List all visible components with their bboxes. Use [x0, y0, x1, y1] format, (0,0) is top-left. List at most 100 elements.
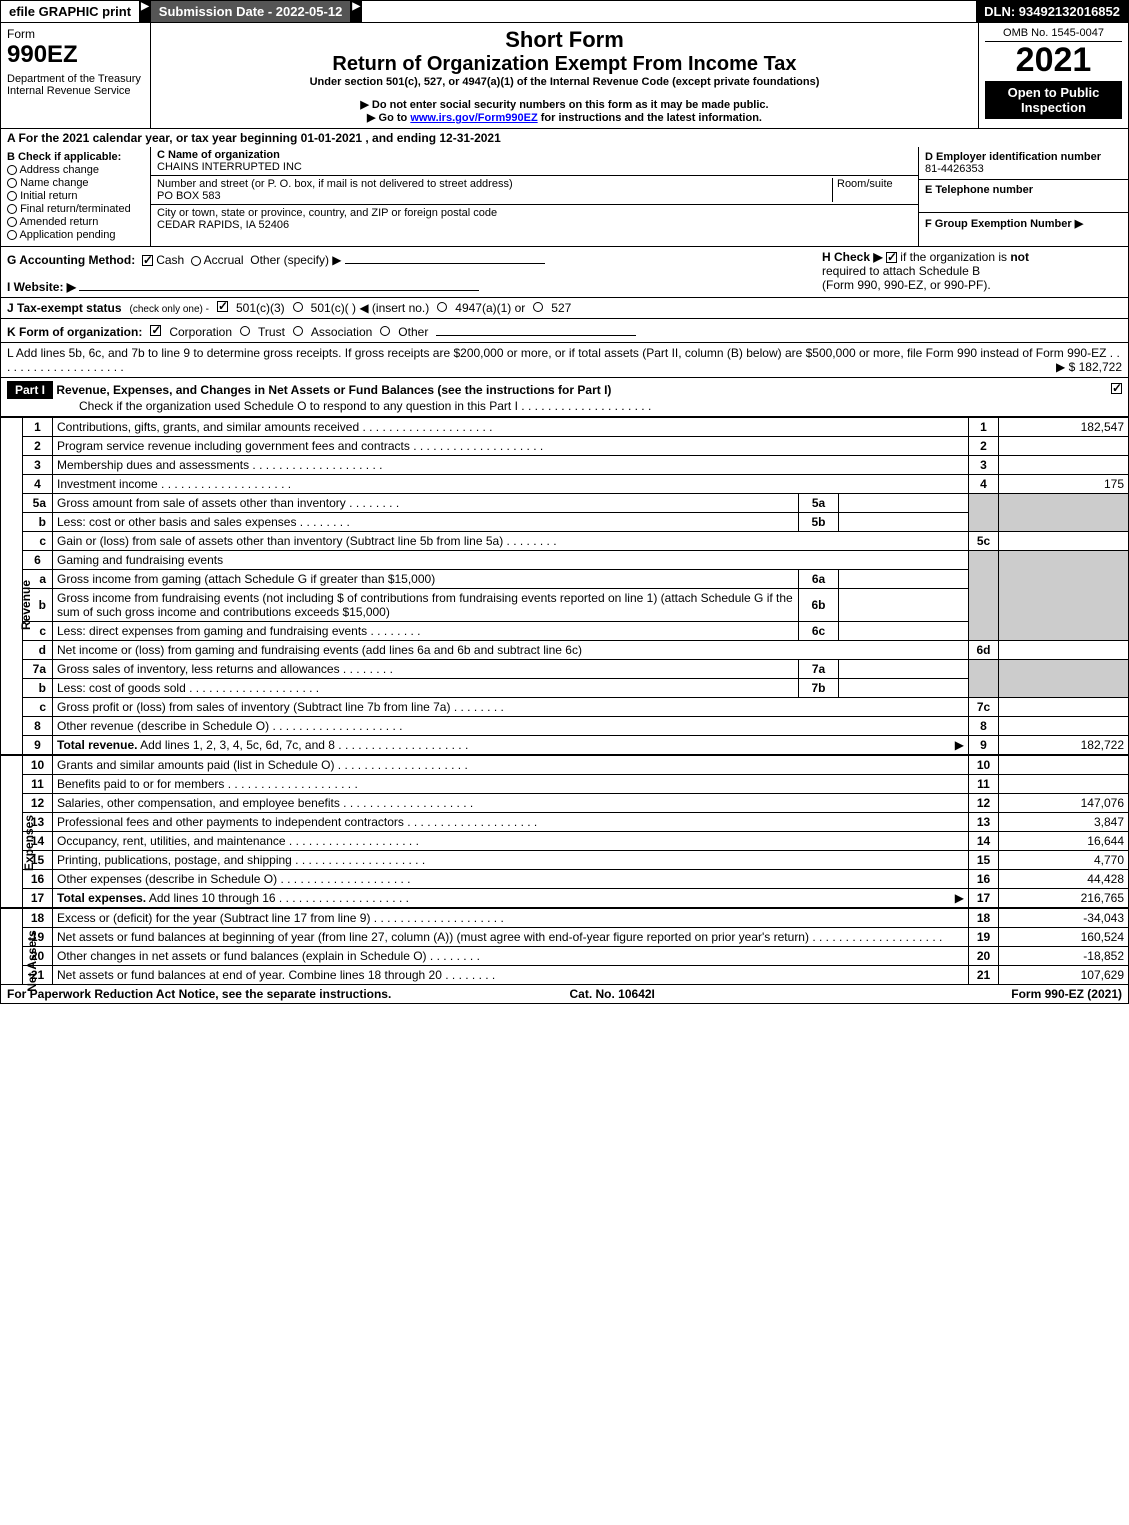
- revenue-table: 1Contributions, gifts, grants, and simil…: [22, 417, 1129, 755]
- row-l: L Add lines 5b, 6c, and 7b to line 9 to …: [0, 343, 1129, 378]
- line-15-amt: 4,770: [999, 851, 1129, 870]
- other-specify-input[interactable]: [345, 250, 545, 264]
- return-title: Return of Organization Exempt From Incom…: [157, 53, 972, 76]
- form-number: 990EZ: [7, 41, 144, 69]
- checkbox-name-change[interactable]: Name change: [7, 177, 144, 189]
- netassets-vlabel: Net Assets: [25, 930, 39, 992]
- donot-text: ▶ Do not enter social security numbers o…: [157, 98, 972, 111]
- row-g-h: G Accounting Method: Cash Accrual Other …: [0, 247, 1129, 298]
- form-label: Form: [7, 27, 144, 41]
- open-inspection-badge: Open to Public Inspection: [985, 81, 1122, 119]
- irs-link[interactable]: www.irs.gov/Form990EZ: [410, 112, 537, 124]
- line-4-amt: 175: [999, 475, 1129, 494]
- section-c: C Name of organization CHAINS INTERRUPTE…: [151, 147, 918, 246]
- street-label: Number and street (or P. O. box, if mail…: [157, 178, 513, 190]
- check-501c3[interactable]: [217, 301, 228, 312]
- checkbox-final-return[interactable]: Final return/terminated: [7, 203, 144, 215]
- efile-print-button[interactable]: efile GRAPHIC print: [1, 1, 139, 22]
- e-label: E Telephone number: [925, 184, 1122, 196]
- netassets-table: 18Excess or (deficit) for the year (Subt…: [22, 908, 1129, 985]
- other-org-input[interactable]: [436, 322, 636, 336]
- h-label: H Check ▶: [822, 250, 883, 264]
- arrow-icon: ▶: [139, 1, 151, 22]
- line-12-amt: 147,076: [999, 794, 1129, 813]
- section-b-label: B Check if applicable:: [7, 151, 144, 163]
- submission-date-button[interactable]: Submission Date - 2022-05-12: [151, 1, 351, 22]
- expenses-section: Expenses 10Grants and similar amounts pa…: [0, 755, 1129, 908]
- dln-label: DLN: 93492132016852: [976, 1, 1128, 22]
- org-name: CHAINS INTERRUPTED INC: [157, 161, 912, 173]
- part-1-badge: Part I: [7, 381, 53, 399]
- part-1-sub: Check if the organization used Schedule …: [79, 399, 518, 413]
- header-left: Form 990EZ Department of the Treasury In…: [1, 23, 151, 128]
- header-center: Short Form Return of Organization Exempt…: [151, 23, 978, 128]
- k-label: K Form of organization:: [7, 325, 142, 339]
- radio-4947[interactable]: [437, 302, 447, 312]
- f-label: F Group Exemption Number ▶: [925, 217, 1122, 230]
- footer-cat: Cat. No. 10642I: [570, 987, 655, 1001]
- radio-assoc[interactable]: [293, 326, 303, 336]
- line-19-amt: 160,524: [999, 928, 1129, 947]
- line-9-amt: 182,722: [999, 736, 1129, 755]
- top-toolbar: efile GRAPHIC print ▶ Submission Date - …: [0, 0, 1129, 22]
- expenses-vlabel: Expenses: [22, 815, 36, 871]
- net-assets-section: Net Assets 18Excess or (deficit) for the…: [0, 908, 1129, 985]
- arrow-icon: ▶: [350, 1, 362, 22]
- room-suite-label: Room/suite: [832, 178, 912, 202]
- row-j: J Tax-exempt status (check only one) - 5…: [0, 298, 1129, 319]
- checkbox-schedule-b[interactable]: [886, 252, 897, 263]
- revenue-section: Revenue 1Contributions, gifts, grants, a…: [0, 417, 1129, 755]
- ein-value: 81-4426353: [925, 163, 1122, 175]
- footer-right: Form 990-EZ (2021): [1011, 987, 1122, 1001]
- i-label: I Website: ▶: [7, 280, 76, 294]
- checkbox-initial-return[interactable]: Initial return: [7, 190, 144, 202]
- radio-other-org[interactable]: [380, 326, 390, 336]
- goto-text: ▶ Go to www.irs.gov/Form990EZ for instru…: [157, 111, 972, 124]
- line-13-amt: 3,847: [999, 813, 1129, 832]
- footer-left: For Paperwork Reduction Act Notice, see …: [7, 987, 391, 1001]
- expenses-table: 10Grants and similar amounts paid (list …: [22, 755, 1129, 908]
- line-16-amt: 44,428: [999, 870, 1129, 889]
- checkbox-cash[interactable]: [142, 255, 153, 266]
- line-17-amt: 216,765: [999, 889, 1129, 908]
- short-form-title: Short Form: [157, 27, 972, 53]
- l-amount: ▶ $ 182,722: [1056, 360, 1122, 374]
- g-label: G Accounting Method:: [7, 253, 135, 267]
- page-footer: For Paperwork Reduction Act Notice, see …: [0, 985, 1129, 1004]
- line-1-amt: 182,547: [999, 418, 1129, 437]
- org-info-block: B Check if applicable: Address change Na…: [0, 147, 1129, 247]
- row-k: K Form of organization: Corporation Trus…: [0, 319, 1129, 343]
- checkbox-application-pending[interactable]: Application pending: [7, 229, 144, 241]
- c-name-label: C Name of organization: [157, 149, 912, 161]
- form-header: Form 990EZ Department of the Treasury In…: [0, 22, 1129, 129]
- radio-accrual[interactable]: [191, 256, 201, 266]
- section-b: B Check if applicable: Address change Na…: [1, 147, 151, 246]
- part-1-title: Revenue, Expenses, and Changes in Net As…: [56, 383, 611, 397]
- j-label: J Tax-exempt status: [7, 301, 122, 315]
- check-corp[interactable]: [150, 325, 161, 336]
- radio-527[interactable]: [533, 302, 543, 312]
- radio-trust[interactable]: [240, 326, 250, 336]
- header-right: OMB No. 1545-0047 2021 Open to Public In…: [978, 23, 1128, 128]
- line-14-amt: 16,644: [999, 832, 1129, 851]
- website-input[interactable]: [79, 277, 479, 291]
- revenue-vlabel: Revenue: [19, 580, 33, 630]
- part-1-header: Part I Revenue, Expenses, and Changes in…: [0, 378, 1129, 417]
- section-d-e-f: D Employer identification number 81-4426…: [918, 147, 1128, 246]
- l-text: L Add lines 5b, 6c, and 7b to line 9 to …: [7, 346, 1106, 360]
- city-label: City or town, state or province, country…: [157, 207, 912, 219]
- street-value: PO BOX 583: [157, 190, 832, 202]
- dept-label: Department of the Treasury Internal Reve…: [7, 73, 144, 97]
- city-value: CEDAR RAPIDS, IA 52406: [157, 219, 912, 231]
- tax-year: 2021: [985, 42, 1122, 79]
- line-18-amt: -34,043: [999, 909, 1129, 928]
- checkbox-amended-return[interactable]: Amended return: [7, 216, 144, 228]
- omb-number: OMB No. 1545-0047: [985, 27, 1122, 42]
- radio-501c[interactable]: [293, 302, 303, 312]
- checkbox-address-change[interactable]: Address change: [7, 164, 144, 176]
- checkbox-schedule-o[interactable]: [1111, 383, 1122, 394]
- line-21-amt: 107,629: [999, 966, 1129, 985]
- under-section-text: Under section 501(c), 527, or 4947(a)(1)…: [157, 76, 972, 88]
- section-a: A For the 2021 calendar year, or tax yea…: [0, 129, 1129, 147]
- d-label: D Employer identification number: [925, 151, 1122, 163]
